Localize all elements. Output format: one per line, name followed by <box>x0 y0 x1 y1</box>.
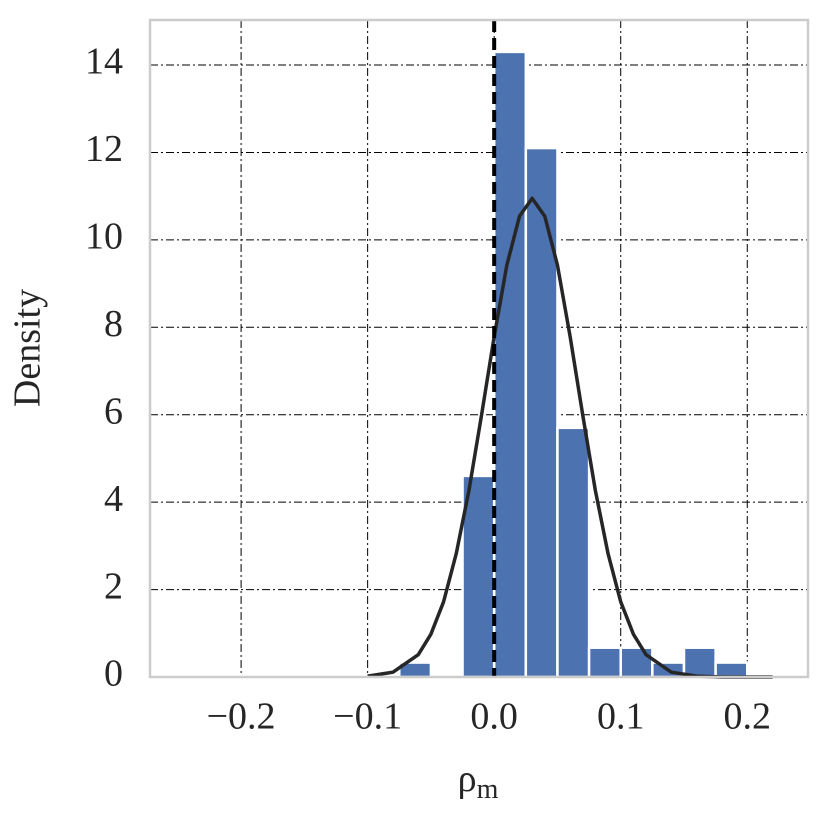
y-tick-label: 10 <box>85 216 123 258</box>
y-tick-label: 2 <box>104 565 123 607</box>
bar <box>556 426 591 679</box>
x-tick-label: −0.1 <box>333 696 402 738</box>
plot-frame <box>148 18 810 679</box>
bar <box>461 474 496 679</box>
bar <box>524 146 559 679</box>
y-tick-label: 4 <box>104 478 123 520</box>
y-axis-label: Density <box>7 289 49 407</box>
bar <box>587 646 622 679</box>
x-axis-label-symbol: ρ <box>458 758 477 800</box>
x-axis-label: ρm <box>458 758 499 806</box>
bar <box>682 646 717 679</box>
y-tick-label: 0 <box>104 653 123 695</box>
y-tick-label: 8 <box>104 303 123 345</box>
x-tick-label: 0.0 <box>470 696 518 738</box>
y-tick-label: 12 <box>85 128 123 170</box>
bar <box>619 646 654 679</box>
x-axis-label-subscript: m <box>477 774 499 805</box>
bar <box>492 50 528 679</box>
y-tick-label: 14 <box>85 41 123 83</box>
x-tick-label: 0.2 <box>724 696 772 738</box>
y-tick-label: 6 <box>104 390 123 432</box>
bar <box>714 661 749 679</box>
x-tick-label: 0.1 <box>597 696 645 738</box>
density-curve <box>367 196 773 679</box>
x-tick-label: −0.2 <box>207 696 276 738</box>
